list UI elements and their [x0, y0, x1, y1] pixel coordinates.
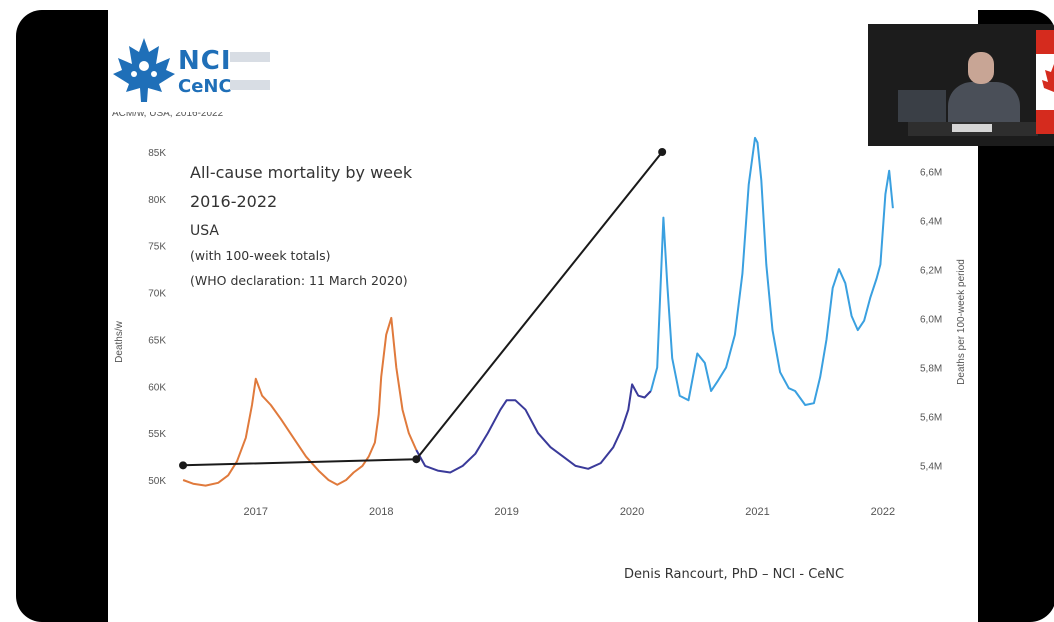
y-tick-label: 55K — [148, 429, 166, 440]
y2-tick-label: 6,0M — [920, 314, 942, 325]
video-frame: ACM/w, USA, 2016-2022 Deaths/w Deaths pe… — [16, 10, 1054, 622]
y-axis-label: Deaths/w — [114, 320, 125, 362]
annotation-block: All-cause mortality by week 2016-2022 US… — [190, 163, 413, 288]
chart-axis-title: ACM/w, USA, 2016-2022 — [112, 108, 224, 119]
logo-subwordmark: CeNC — [178, 76, 232, 97]
annotation-title: All-cause mortality by week — [190, 163, 413, 182]
y-tick-label: 50K — [148, 476, 166, 487]
y-tick-label: 80K — [148, 195, 166, 206]
y2-tick-label: 5,8M — [920, 363, 942, 374]
nci-cenc-logo: NCI CeNC — [108, 36, 278, 112]
y2-tick-label: 5,6M — [920, 412, 942, 423]
presentation-slide: ACM/w, USA, 2016-2022 Deaths/w Deaths pe… — [108, 10, 978, 622]
nameplate — [952, 124, 992, 132]
y2-axis-label: Deaths per 100-week period — [956, 259, 967, 385]
logo-wordmark: NCI — [178, 46, 232, 76]
monitor — [898, 90, 946, 122]
speaker-head — [968, 52, 994, 84]
maple-leaf-icon — [113, 38, 175, 102]
totals-point — [658, 148, 667, 156]
y2-tick-label: 6,2M — [920, 265, 942, 276]
y2-axis-ticks: 5,4M 5,6M 5,8M 6,0M 6,2M 6,4M 6,6M — [920, 168, 942, 473]
y-axis-ticks: 50K 55K 60K 65K 70K 75K 80K 85K — [148, 148, 166, 487]
y-tick-label: 65K — [148, 335, 166, 346]
y-tick-label: 60K — [148, 382, 166, 393]
canada-flag-icon — [1036, 30, 1054, 134]
annotation-years: 2016-2022 — [190, 192, 277, 211]
y-tick-label: 75K — [148, 242, 166, 253]
annotation-country: USA — [190, 223, 219, 239]
credit-text: Denis Rancourt, PhD – NCI - CeNC — [624, 567, 844, 582]
y-tick-label: 85K — [148, 148, 166, 159]
totals-point — [412, 455, 421, 464]
x-tick-label: 2021 — [745, 506, 769, 518]
x-tick-label: 2017 — [244, 506, 268, 518]
annotation-totals-note: (with 100-week totals) — [190, 248, 331, 263]
totals-point — [179, 461, 188, 470]
x-tick-label: 2020 — [620, 506, 644, 518]
y2-tick-label: 6,4M — [920, 217, 942, 228]
totals-line — [179, 148, 667, 470]
annotation-who-note: (WHO declaration: 11 March 2020) — [190, 273, 408, 288]
x-tick-label: 2018 — [369, 506, 393, 518]
x-tick-label: 2019 — [494, 506, 518, 518]
y2-tick-label: 6,6M — [920, 168, 942, 179]
x-tick-label: 2022 — [871, 506, 895, 518]
y-tick-label: 70K — [148, 289, 166, 300]
logo-faint-text — [230, 52, 270, 62]
logo-faint-text — [230, 80, 270, 90]
series-lines — [182, 136, 894, 487]
x-axis-ticks: 2017 2018 2019 2020 2021 2022 — [244, 506, 896, 518]
speaker-video-inset — [868, 24, 1054, 146]
y2-tick-label: 5,4M — [920, 461, 942, 472]
series-line-2 — [415, 383, 652, 474]
mortality-chart: ACM/w, USA, 2016-2022 Deaths/w Deaths pe… — [112, 108, 967, 582]
series-line-3 — [649, 136, 894, 406]
